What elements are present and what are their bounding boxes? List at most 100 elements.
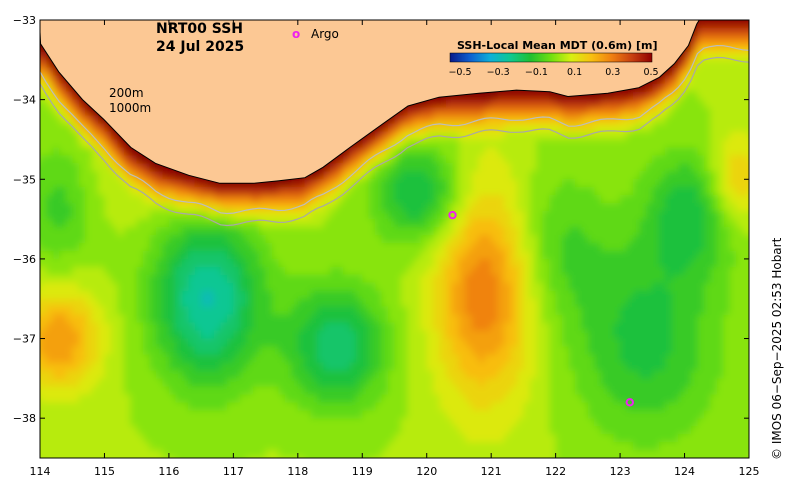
ssh-cell <box>471 354 479 364</box>
ssh-cell <box>130 426 138 435</box>
ssh-cell <box>439 346 447 356</box>
ssh-cell <box>388 314 396 324</box>
ssh-cell <box>336 426 344 435</box>
ssh-cell <box>110 306 118 316</box>
ssh-cell <box>504 434 512 443</box>
ssh-cell <box>394 250 402 260</box>
ssh-cell <box>149 187 157 196</box>
ssh-cell <box>136 450 144 458</box>
ssh-cell <box>381 20 389 21</box>
ssh-cell <box>426 290 434 300</box>
ssh-cell <box>136 322 144 332</box>
ssh-cell <box>491 306 499 316</box>
ssh-cell <box>91 450 99 458</box>
ssh-cell <box>156 171 163 180</box>
ssh-cell <box>188 354 196 364</box>
ssh-cell <box>459 274 466 284</box>
ssh-cell <box>162 410 170 419</box>
ssh-cell <box>201 306 209 316</box>
ssh-cell <box>562 99 570 109</box>
ssh-cell <box>446 330 454 340</box>
ssh-cell <box>201 410 209 419</box>
ssh-cell <box>388 227 396 236</box>
ssh-cell <box>188 458 195 467</box>
ssh-cell <box>368 163 376 172</box>
ssh-cell <box>123 147 131 156</box>
ssh-cell <box>181 394 189 403</box>
ssh-cell <box>59 410 67 419</box>
ssh-cell <box>201 346 209 356</box>
ssh-cell <box>201 362 209 371</box>
ssh-cell <box>452 115 460 125</box>
ssh-cell <box>104 250 112 260</box>
ssh-cell <box>504 147 512 156</box>
ssh-cell <box>98 211 105 220</box>
ssh-cell <box>85 346 93 356</box>
ssh-cell <box>517 163 524 172</box>
ssh-cell <box>542 346 550 356</box>
ssh-cell <box>381 314 389 324</box>
ssh-cell <box>433 171 441 180</box>
ssh-cell <box>587 314 595 324</box>
ssh-cell <box>91 147 99 156</box>
ssh-cell <box>72 147 80 156</box>
ssh-cell <box>439 394 447 403</box>
ssh-cell <box>465 123 473 133</box>
ssh-cell <box>420 338 428 348</box>
ssh-cell <box>226 322 234 332</box>
ssh-cell <box>368 306 376 316</box>
ssh-cell <box>349 195 357 204</box>
ssh-cell <box>355 147 363 156</box>
ssh-cell <box>188 258 196 268</box>
ssh-cell <box>452 418 460 427</box>
ssh-cell <box>594 163 602 172</box>
ssh-cell <box>342 235 350 244</box>
ssh-cell <box>98 258 105 268</box>
ssh-cell <box>439 426 447 435</box>
ssh-cell <box>542 131 550 141</box>
ssh-cell <box>162 282 170 292</box>
ssh-cell <box>194 322 202 332</box>
ssh-cell <box>517 203 524 212</box>
ssh-cell <box>278 187 286 196</box>
ssh-cell <box>349 338 357 348</box>
ssh-cell <box>362 163 370 172</box>
ssh-cell <box>104 410 112 419</box>
ssh-cell <box>72 418 80 427</box>
ssh-cell <box>452 298 460 308</box>
ssh-cell <box>278 258 286 268</box>
ssh-cell <box>523 187 531 196</box>
ssh-cell <box>465 107 473 117</box>
ssh-cell <box>549 131 557 141</box>
ssh-cell <box>85 187 93 196</box>
ssh-cell <box>65 195 73 204</box>
ssh-cell <box>536 306 544 316</box>
ssh-cell <box>168 338 176 348</box>
ssh-cell <box>478 306 486 316</box>
ssh-cell <box>46 235 54 244</box>
ssh-cell <box>156 258 163 268</box>
ssh-cell <box>40 346 47 356</box>
ssh-cell <box>426 410 434 419</box>
ssh-cell <box>471 219 479 228</box>
ssh-cell <box>394 147 402 156</box>
ssh-cell <box>98 219 105 228</box>
ssh-cell <box>168 434 176 443</box>
ssh-cell <box>168 442 176 451</box>
ssh-cell <box>310 20 318 21</box>
ssh-cell <box>439 243 447 252</box>
ssh-cell <box>549 314 557 324</box>
ssh-cell <box>555 219 563 228</box>
ssh-cell <box>110 362 118 371</box>
ssh-cell <box>375 203 383 212</box>
ssh-cell <box>562 370 570 379</box>
ssh-cell <box>568 338 576 348</box>
ssh-cell <box>78 290 86 300</box>
ssh-cell <box>497 107 505 117</box>
ssh-cell <box>78 306 86 316</box>
ssh-cell <box>40 211 47 220</box>
ssh-cell <box>452 147 460 156</box>
ssh-cell <box>246 322 254 332</box>
ssh-cell <box>575 346 582 356</box>
ssh-cell <box>323 378 331 387</box>
